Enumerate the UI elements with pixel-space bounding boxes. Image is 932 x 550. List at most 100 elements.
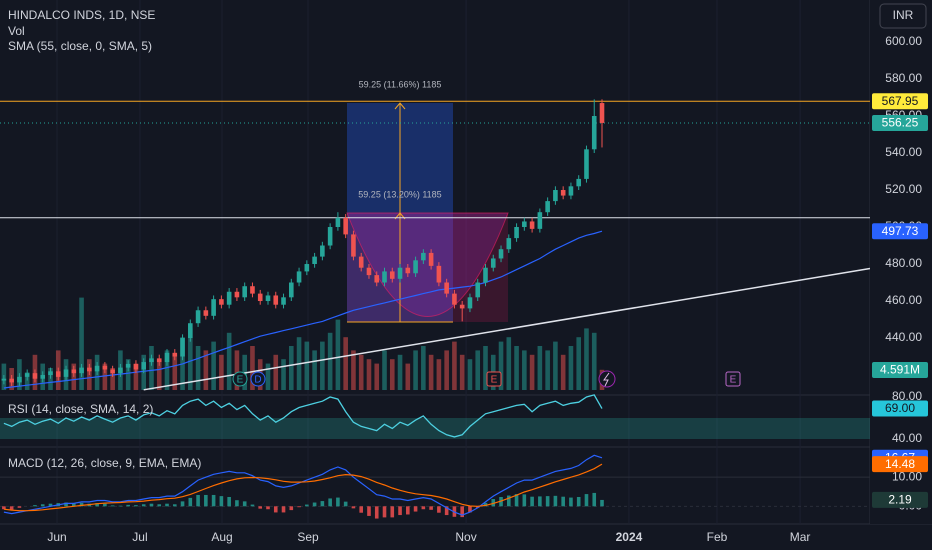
rsi-tick-label: 40.00	[892, 431, 922, 445]
candle-body	[490, 258, 496, 268]
volume-bar	[467, 359, 473, 390]
price-tag	[872, 223, 928, 240]
candle-body	[296, 271, 302, 283]
macd-histogram-bar	[320, 501, 325, 507]
event-label[interactable]: D	[254, 375, 261, 386]
price-tag-label: 2.19	[888, 493, 912, 507]
macd-histogram-bar	[553, 495, 558, 507]
lightning	[603, 372, 610, 387]
event-label[interactable]: E	[237, 375, 244, 386]
event-icon[interactable]	[486, 371, 502, 387]
macd-histogram-bar	[437, 506, 441, 513]
macd-histogram-bar	[211, 494, 216, 507]
candle-body	[288, 282, 294, 298]
candle-body	[560, 190, 566, 196]
candle-body	[320, 245, 325, 257]
volume-bar	[343, 337, 348, 390]
candle-body	[405, 267, 411, 274]
candle-body	[358, 256, 364, 268]
symbol-title: HINDALCO INDS, 1D, NSE	[8, 8, 155, 22]
candle-body	[125, 363, 131, 368]
volume-bar	[591, 332, 597, 390]
macd-histogram-bar	[219, 496, 224, 507]
event-label[interactable]: E	[730, 375, 737, 386]
price-tag-label: 556.25	[882, 116, 919, 130]
legend-item: SMA (55, close, 0, SMA, 5)	[8, 39, 152, 53]
candle-body	[79, 367, 84, 374]
macd-histogram-bar	[328, 498, 332, 507]
volume-bar	[358, 354, 364, 390]
candle-body	[545, 201, 550, 213]
price-tag-label: 69.00	[885, 401, 915, 415]
candle-body	[118, 367, 123, 374]
volume-bar	[24, 372, 30, 390]
macd-histogram-bar	[235, 500, 239, 507]
candle-body	[514, 227, 519, 239]
volume-bar	[452, 341, 457, 390]
volume-bar	[48, 368, 53, 390]
currency-button[interactable]	[879, 3, 927, 29]
macd-histogram-bar	[530, 496, 534, 507]
macd-histogram-bar	[336, 497, 340, 507]
macd-histogram-bar	[95, 503, 99, 507]
volume-bar	[273, 354, 279, 390]
currency-label[interactable]: INR	[893, 8, 914, 22]
volume-bar	[133, 363, 139, 390]
candle-body	[265, 295, 271, 302]
volume-bar	[475, 350, 481, 390]
candle-body	[335, 217, 341, 228]
macd-histogram-bar	[390, 506, 395, 518]
y-tick-label: 600.00	[885, 34, 922, 48]
event-icon[interactable]	[232, 371, 248, 387]
candle-body	[32, 373, 38, 379]
macd-histogram-bar	[17, 506, 22, 508]
volume-bar	[164, 350, 170, 390]
candle-body	[584, 149, 589, 179]
candle-body	[156, 358, 162, 363]
volume-bar	[389, 359, 395, 390]
volume-bar	[188, 328, 193, 390]
candle-body	[9, 378, 14, 383]
candle-body	[55, 371, 61, 377]
x-tick-label: Aug	[211, 530, 232, 544]
price-tag	[872, 93, 928, 110]
event-icon[interactable]	[725, 371, 741, 387]
volume-bar	[483, 346, 488, 390]
candle-body	[436, 265, 442, 283]
candle-body	[102, 365, 108, 370]
candle-body	[48, 371, 53, 376]
volume-bar	[498, 341, 504, 390]
macd-histogram-bar	[71, 503, 76, 507]
volume-bar	[459, 354, 465, 390]
volume-bar	[335, 319, 341, 390]
measure-label: 59.25 (13.20%) 1185	[358, 189, 441, 199]
event-icon[interactable]	[250, 371, 266, 387]
candle-body	[172, 352, 178, 357]
macd-histogram-bar	[297, 506, 301, 508]
candle-body	[164, 352, 170, 363]
macd-histogram-bar	[165, 503, 169, 507]
event-icon[interactable]	[598, 370, 616, 388]
y-tick-label: 540.00	[885, 145, 922, 159]
time-axis-bg	[0, 525, 932, 550]
candle-body	[389, 271, 395, 279]
volume-bar	[560, 354, 566, 390]
measure-label: 59.25 (11.66%) 1185	[359, 79, 442, 89]
volume-bar	[172, 354, 178, 390]
macd-histogram-bar	[118, 505, 123, 507]
volume-bar	[304, 341, 310, 390]
candle-body	[203, 310, 209, 316]
candle-body	[537, 212, 543, 229]
macd-histogram-bar	[522, 494, 527, 507]
candle-body	[421, 252, 426, 261]
tags: 567.95556.25497.734.591M69.0016.6714.482…	[872, 93, 928, 508]
y-tick-label: 480.00	[885, 256, 922, 270]
candle-body	[211, 299, 216, 316]
candle-body	[506, 238, 512, 250]
macd-histogram-bar	[305, 504, 309, 507]
macd-histogram-bar	[180, 501, 185, 507]
sma-line	[3, 230, 603, 389]
event-label[interactable]: E	[491, 375, 498, 386]
volume-bar	[568, 346, 574, 390]
candle-body	[273, 295, 279, 305]
